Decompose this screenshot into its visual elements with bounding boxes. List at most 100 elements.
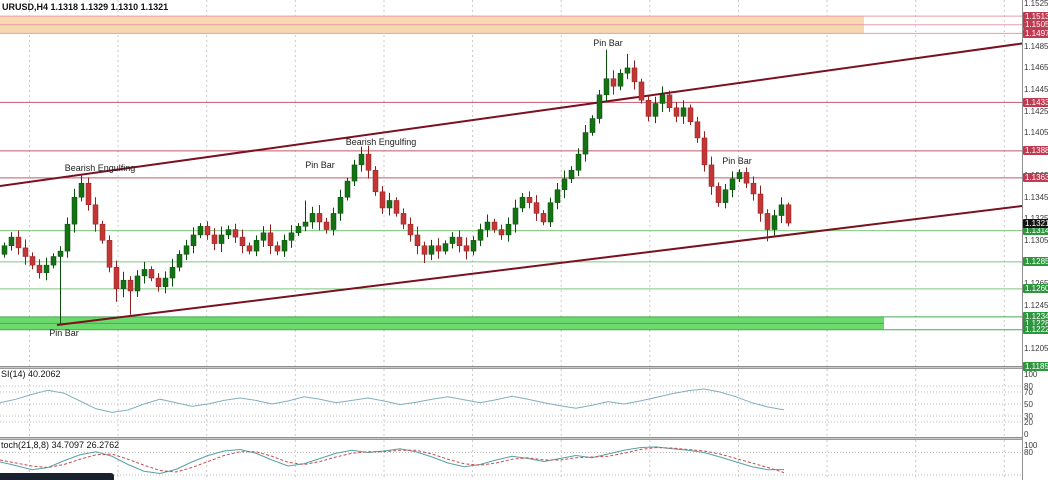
candle-body [561, 178, 568, 190]
candle-body [162, 277, 169, 287]
trendline[interactable] [56, 205, 1023, 326]
candle-body [358, 153, 365, 166]
resistance-zone[interactable] [0, 16, 864, 25]
resistance-price-label: 1.1363 [1023, 173, 1048, 183]
price-axis[interactable] [1022, 0, 1048, 480]
bottom-left-overlay [0, 473, 114, 480]
candle-body [99, 223, 106, 241]
candle-body [127, 279, 134, 292]
candle-body [106, 240, 113, 268]
support-price-label: 1.1285 [1023, 257, 1048, 267]
price-tick: 1.1405 [1024, 128, 1048, 138]
candle-body [477, 229, 484, 241]
candle-body [22, 247, 29, 257]
pin-bar-annotation[interactable]: Pin Bar [49, 328, 79, 338]
candle-body [29, 256, 36, 266]
resistance-zone[interactable] [0, 24, 864, 34]
candle-body [302, 221, 309, 227]
candle-body [526, 196, 533, 203]
candle-body [85, 182, 92, 206]
candle-body [400, 213, 407, 225]
candle-body [659, 94, 666, 104]
trendline[interactable] [0, 42, 1023, 187]
price-tick: 1.1465 [1024, 63, 1048, 73]
bearish-engulfing-annotation[interactable]: Bearish Engulfing [64, 163, 136, 173]
pin-bar-annotation[interactable]: Pin Bar [722, 156, 752, 166]
stoch-indicator-label: toch(21,8,8) 34.7097 26.2762 [1, 440, 120, 450]
candle-body [64, 223, 71, 252]
rsi-tick: 20 [1024, 417, 1033, 427]
candle-body [351, 164, 358, 182]
candle-body [309, 213, 316, 223]
price-tick: 1.1445 [1024, 84, 1048, 94]
candle-body [295, 226, 302, 234]
price-tick: 1.1305 [1024, 235, 1048, 245]
candle-body [253, 240, 260, 252]
price-tick: 1.1265 [1024, 279, 1048, 288]
candle-body [771, 215, 778, 230]
stoch-tick: 80 [1024, 448, 1033, 457]
candle-body [386, 200, 393, 209]
candle-body [372, 170, 379, 193]
candle-body [274, 245, 281, 252]
candle-body [190, 234, 197, 246]
price-tick: 1.1525 [1024, 0, 1048, 8]
support-price-label: 1.1185 [1023, 361, 1048, 371]
rsi-tick: 30 [1024, 411, 1033, 421]
candle-body [743, 172, 750, 184]
candle-body [757, 193, 764, 214]
candle-body [666, 94, 673, 109]
candle-body [379, 191, 386, 209]
symbol-timeframe: URUSD,H4 [2, 2, 49, 12]
candle-body [610, 78, 617, 87]
candle-body [498, 229, 505, 236]
stoch-tick: 100 [1024, 440, 1038, 450]
candle-body [239, 236, 246, 246]
price-tick: 1.1425 [1024, 106, 1048, 116]
pin-bar-annotation[interactable]: Pin Bar [305, 160, 335, 170]
pane-separator-stoch[interactable] [0, 437, 1048, 440]
candle-body [631, 67, 638, 83]
candle-body [428, 245, 435, 255]
rsi-tick: 80 [1024, 381, 1033, 391]
candle-body [554, 189, 561, 203]
candle-body [491, 221, 498, 230]
candle-body [323, 221, 330, 230]
pin-bar-annotation[interactable]: Pin Bar [593, 38, 623, 48]
candle-body [708, 164, 715, 187]
candle-body [540, 213, 547, 223]
candle-body [533, 202, 540, 214]
candle-body [393, 200, 400, 214]
price-tick: 1.1345 [1024, 192, 1048, 202]
candle-body [92, 204, 99, 225]
candle-body [785, 204, 792, 224]
candle-body [337, 196, 344, 214]
candle-body [407, 223, 414, 236]
candle-body [694, 121, 701, 139]
support-price-label: 1.1260 [1023, 284, 1048, 294]
candle-body [225, 229, 232, 236]
candle-body [316, 213, 323, 223]
candle-body [456, 236, 463, 246]
candle-body [722, 189, 729, 203]
rsi-tick: 0 [1024, 429, 1029, 439]
candle-body [778, 204, 785, 216]
candle-body [729, 178, 736, 190]
candle-body [15, 236, 22, 249]
candle-body [8, 236, 15, 246]
candle-body [260, 232, 267, 241]
candle-body [50, 256, 57, 266]
candle-body [78, 182, 85, 198]
candle-body [582, 132, 589, 155]
candle-body [463, 245, 470, 252]
candle-body [176, 254, 183, 268]
pane-separator-rsi[interactable] [0, 366, 1048, 369]
rsi-indicator-label: SI(14) 40.2062 [1, 369, 61, 379]
resistance-price-label: 1.1433 [1023, 97, 1048, 107]
bearish-engulfing-annotation[interactable]: Bearish Engulfing [345, 137, 417, 147]
candle-body [211, 234, 218, 244]
price-tick: 1.1485 [1024, 41, 1048, 51]
rsi-tick: 100 [1024, 369, 1038, 379]
candle-body [715, 186, 722, 203]
